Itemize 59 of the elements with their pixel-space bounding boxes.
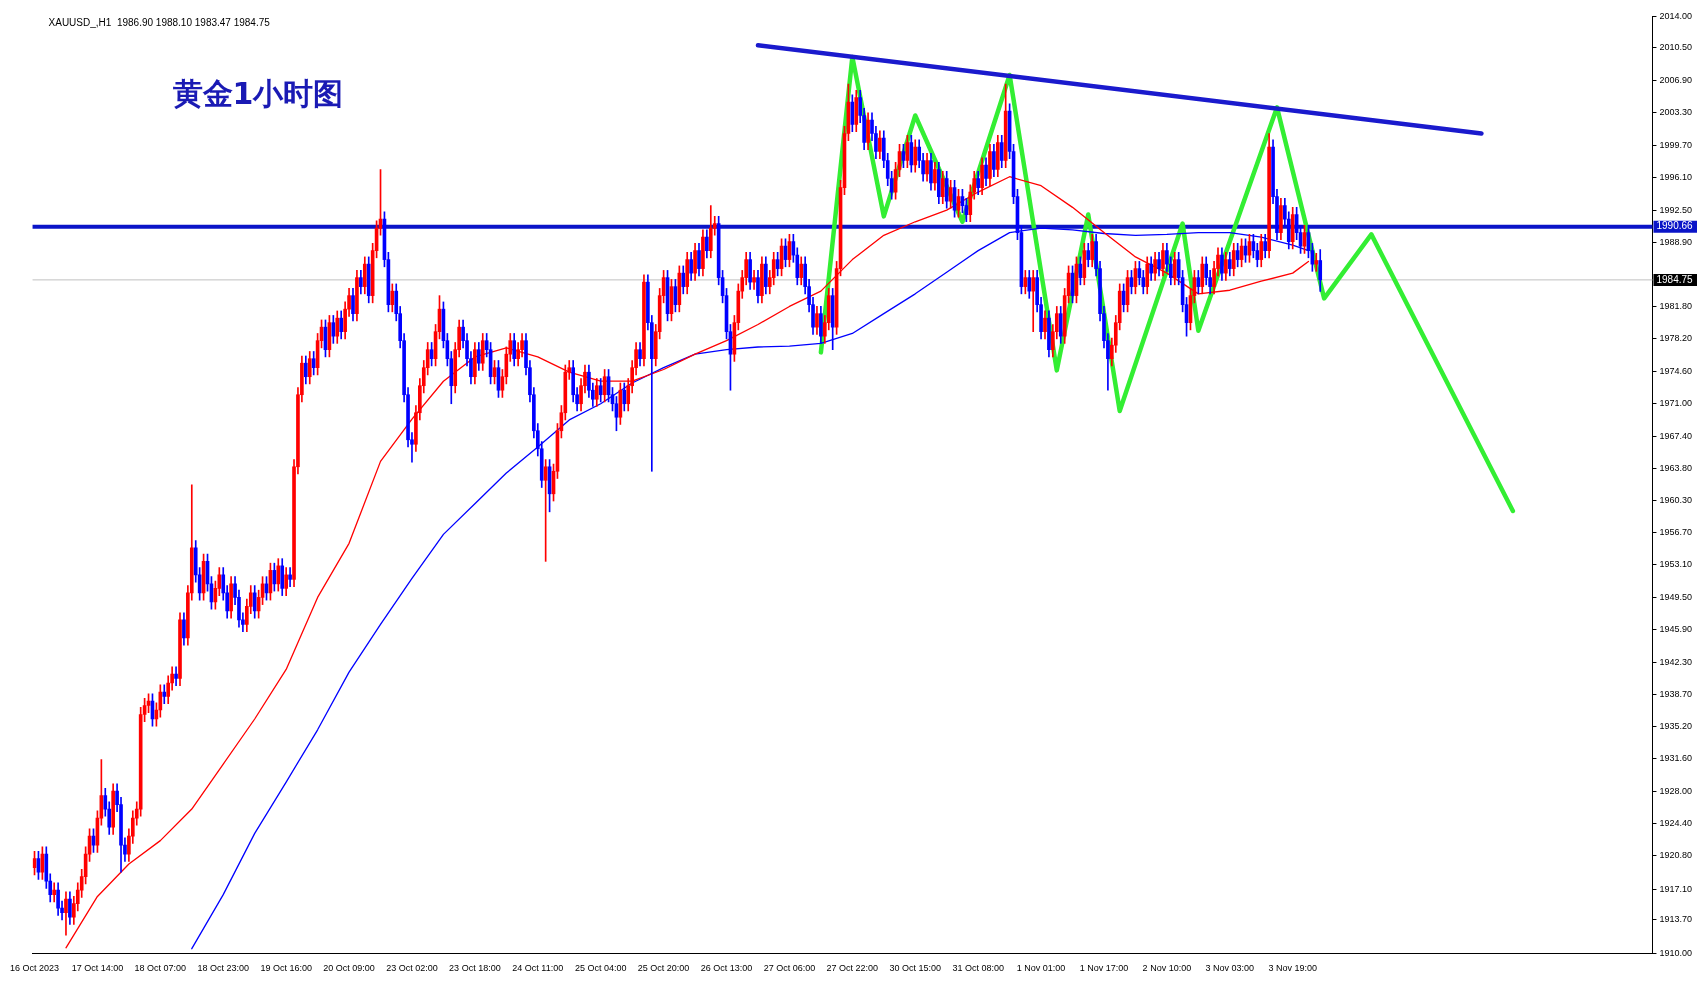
x-tick-label: 18 Oct 23:00: [197, 963, 250, 974]
x-tick-label: 23 Oct 18:00: [449, 963, 501, 974]
chart-subtitle: XAUUSD_,H1 1986.90 1988.10 1983.47 1984.75: [48, 17, 271, 29]
y-tick-label: 1967.40: [1659, 430, 1693, 441]
y-tick-label: 1935.20: [1659, 720, 1693, 731]
x-tick-label: 3 Nov 19:00: [1268, 963, 1317, 974]
y-tick-label: 1999.70: [1659, 139, 1693, 150]
ref-line-label: 1984.75: [1656, 273, 1694, 285]
y-tick-label: 1917.10: [1659, 883, 1693, 894]
x-tick-label: 27 Oct 06:00: [763, 963, 816, 974]
candlestick: [174, 666, 178, 686]
x-tick-label: 25 Oct 04:00: [574, 963, 627, 974]
x-tick-label: 18 Oct 07:00: [134, 963, 187, 974]
y-tick-label: 1931.60: [1659, 753, 1693, 764]
y-tick-label: 2010.50: [1659, 42, 1693, 53]
y-tick-label: 2006.90: [1659, 74, 1693, 85]
y-tick-label: 1938.70: [1659, 689, 1693, 700]
y-tick-label: 2003.30: [1659, 107, 1693, 118]
y-tick-label: 1978.20: [1659, 333, 1693, 344]
y-tick-label: 1992.50: [1659, 204, 1693, 215]
x-tick-label: 2 Nov 10:00: [1142, 963, 1192, 974]
x-tick-label: 26 Oct 13:00: [700, 963, 753, 974]
candlestick: [162, 684, 167, 705]
y-tick-label: 1996.10: [1659, 172, 1693, 183]
y-tick-label: 1942.30: [1659, 656, 1693, 667]
y-tick-label: 1945.90: [1659, 624, 1693, 635]
x-tick-label: 25 Oct 20:00: [637, 963, 690, 974]
y-tick-label: 1928.00: [1659, 785, 1693, 796]
y-tick-label: 1981.80: [1659, 300, 1693, 311]
y-tick-label: 1913.70: [1659, 914, 1693, 925]
y-tick-label: 1956.70: [1659, 527, 1693, 538]
y-tick-label: 1924.40: [1659, 817, 1693, 828]
x-tick-label: 31 Oct 08:00: [952, 963, 1004, 974]
y-tick-label: 1920.80: [1659, 850, 1693, 861]
y-tick-label: 2014.00: [1659, 10, 1693, 21]
candlestick: [752, 270, 756, 290]
text: 黄金1小时图: [172, 76, 344, 112]
y-tick-label: 1974.60: [1659, 365, 1693, 376]
x-tick-label: 24 Oct 11:00: [512, 963, 564, 974]
x-tick-label: 19 Oct 16:00: [260, 963, 312, 974]
x-tick-label: 23 Oct 02:00: [386, 963, 438, 974]
y-tick-label: 1949.50: [1659, 591, 1693, 602]
y-tick-label: 1963.80: [1659, 463, 1693, 474]
y-tick-label: 1988.90: [1659, 236, 1693, 247]
x-tick-label: 17 Oct 14:00: [71, 963, 124, 974]
x-tick-label: 27 Oct 22:00: [826, 963, 879, 974]
x-tick-label: 20 Oct 09:00: [323, 963, 375, 974]
x-tick-label: 16 Oct 2023: [9, 963, 60, 974]
y-tick-label: 1953.10: [1659, 559, 1693, 570]
y-tick-label: 1960.30: [1659, 494, 1693, 505]
y-tick-label: 1971.00: [1659, 398, 1693, 409]
x-tick-label: 1 Nov 01:00: [1016, 963, 1066, 974]
x-tick-label: 1 Nov 17:00: [1079, 963, 1129, 974]
candlestick: [1314, 252, 1319, 272]
y-tick-label: 1910.00: [1659, 947, 1693, 958]
x-tick-label: 30 Oct 15:00: [889, 963, 942, 974]
candlestick: [288, 567, 292, 587]
ref-line-label: 1990.66: [1656, 220, 1694, 232]
x-tick-label: 3 Nov 03:00: [1205, 963, 1255, 974]
